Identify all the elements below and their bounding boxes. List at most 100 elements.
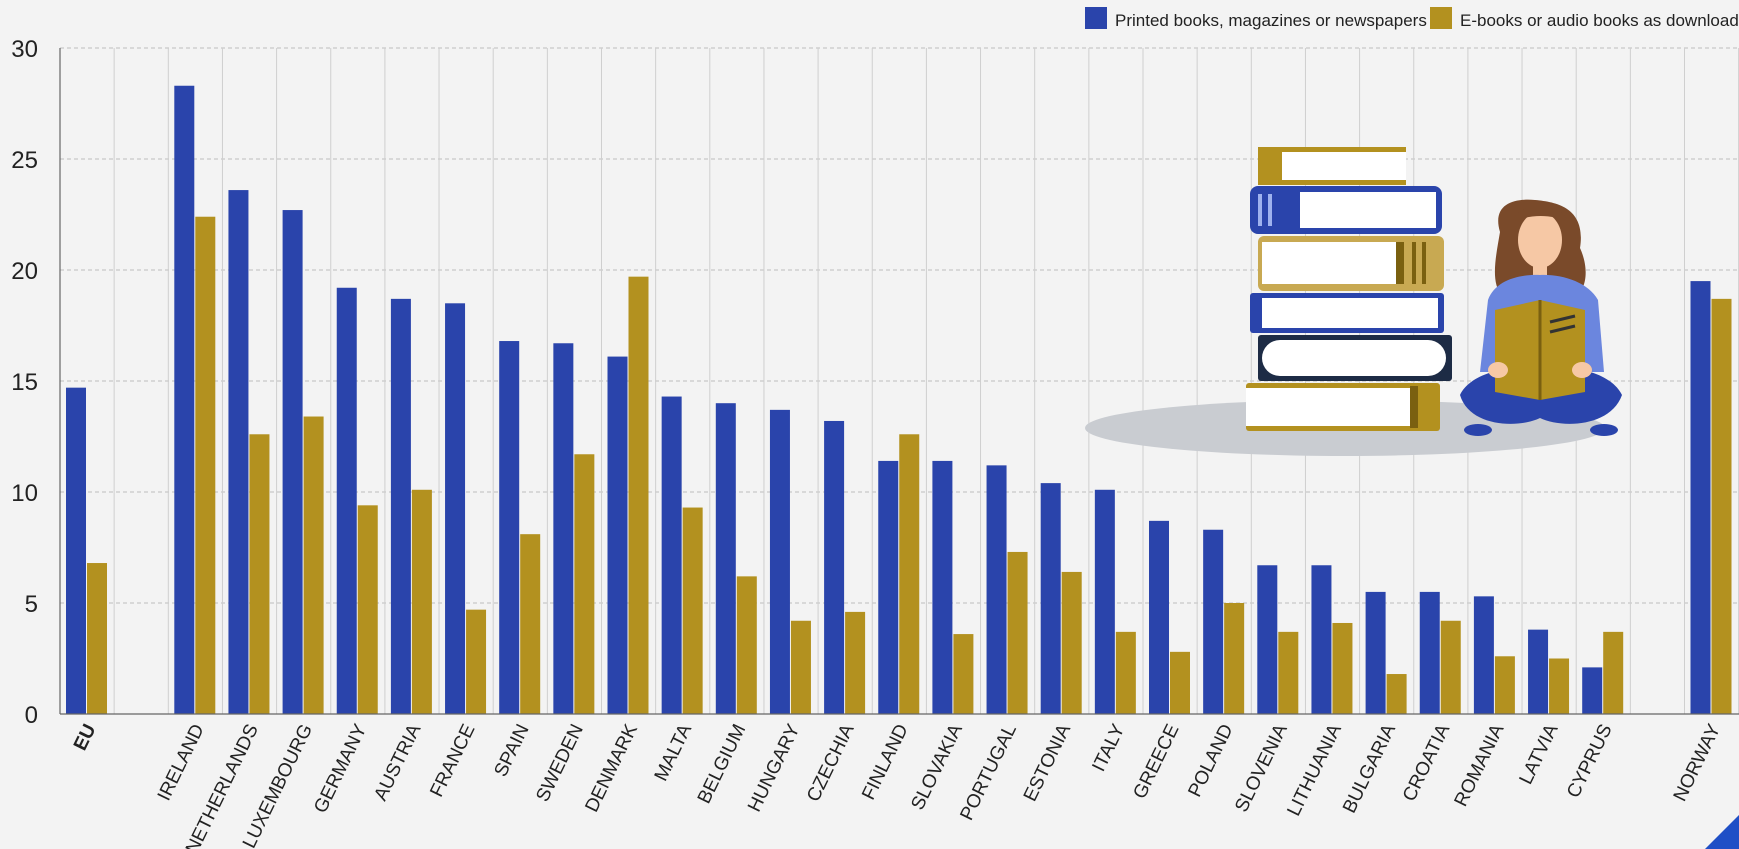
bar-ebooks-finland (899, 434, 920, 714)
bar-printed-sweden (553, 343, 574, 714)
bar-printed-romania (1473, 596, 1494, 714)
bar-printed-hungary (769, 409, 790, 714)
y-tick-label: 30 (11, 36, 38, 63)
bar-printed-eu (66, 387, 86, 714)
x-tick-label-austria: AUSTRIA (370, 721, 425, 805)
x-tick-label-bulgaria: BULGARIA (1339, 721, 1400, 817)
bar-ebooks-estonia (1061, 571, 1082, 714)
bar-ebooks-denmark (628, 276, 649, 714)
bar-printed-luxembourg (282, 210, 303, 714)
x-tick-label-sweden: SWEDEN (532, 721, 587, 805)
bars-layer (66, 85, 1732, 715)
x-tick-label-italy: ITALY (1089, 721, 1130, 775)
bar-printed-france (445, 303, 466, 714)
bar-printed-germany (336, 287, 357, 714)
bar-printed-austria (390, 298, 411, 714)
x-tick-label-portugal: PORTUGAL (956, 721, 1021, 824)
y-tick-label: 0 (25, 702, 38, 729)
bar-ebooks-slovakia (953, 634, 974, 714)
bar-printed-croatia (1419, 591, 1440, 714)
y-tick-label: 5 (25, 591, 38, 618)
bar-printed-spain (499, 341, 520, 714)
y-tick-label: 10 (11, 480, 38, 507)
x-tick-label-lithuania: LITHUANIA (1284, 721, 1347, 820)
bar-printed-norway (1690, 281, 1711, 714)
legend: Printed books, magazines or newspapers E… (1085, 7, 1739, 30)
woman-reading-with-book-stack-illustration (1085, 147, 1622, 456)
bar-printed-lithuania (1311, 565, 1332, 714)
bar-printed-slovenia (1257, 565, 1278, 714)
bar-ebooks-italy (1115, 631, 1136, 714)
x-tick-label-romania: ROMANIA (1451, 721, 1509, 810)
bar-ebooks-romania (1494, 656, 1515, 714)
y-tick-label: 15 (11, 369, 38, 396)
bar-ebooks-spain (520, 534, 541, 714)
bar-printed-finland (878, 460, 899, 714)
legend-item-ebooks: E-books or audio books as downloads (1430, 7, 1739, 30)
bar-printed-poland (1203, 529, 1224, 714)
bar-printed-belgium (715, 403, 736, 714)
bar-ebooks-austria (411, 489, 432, 714)
bar-printed-slovakia (932, 460, 953, 714)
bar-ebooks-slovenia (1278, 631, 1299, 714)
x-tick-label-hungary: HUNGARY (744, 721, 805, 816)
bar-printed-czechia (824, 420, 845, 714)
bar-ebooks-luxembourg (303, 416, 324, 714)
x-tick-label-slovenia: SLOVENIA (1231, 721, 1292, 816)
x-tick-label-ireland: IRELAND (154, 721, 209, 804)
legend-item-printed: Printed books, magazines or newspapers (1085, 7, 1427, 30)
bar-ebooks-cyprus (1603, 631, 1624, 714)
x-tick-label-norway: NORWAY (1670, 721, 1725, 805)
x-tick-label-malta: MALTA (651, 721, 697, 785)
bar-printed-denmark (607, 356, 628, 714)
bar-ebooks-croatia (1440, 620, 1461, 714)
x-tick-label-france: FRANCE (426, 721, 479, 800)
book-stack-icon (1246, 147, 1452, 431)
bar-ebooks-hungary (790, 620, 811, 714)
corner-accent (1705, 815, 1739, 849)
legend-swatch-printed (1085, 7, 1107, 29)
x-tick-label-poland: POLAND (1185, 721, 1238, 800)
bar-printed-portugal (986, 465, 1007, 714)
bar-printed-italy (1094, 489, 1115, 714)
y-tick-label: 25 (11, 147, 38, 174)
bar-ebooks-portugal (1007, 551, 1028, 714)
x-tick-label-greece: GREECE (1129, 721, 1183, 802)
x-tick-label-belgium: BELGIUM (694, 721, 750, 807)
bar-ebooks-eu (87, 563, 107, 714)
x-tick-label-germany: GERMANY (310, 721, 371, 817)
bar-printed-ireland (174, 85, 195, 715)
legend-label-ebooks: E-books or audio books as downloads (1460, 11, 1739, 30)
x-tick-label-latvia: LATVIA (1516, 721, 1563, 788)
x-tick-label-eu: EU (70, 721, 100, 754)
x-tick-label-estonia: ESTONIA (1020, 721, 1075, 805)
legend-swatch-ebooks (1430, 7, 1452, 29)
bar-ebooks-germany (357, 505, 378, 714)
bar-printed-netherlands (228, 190, 249, 714)
bar-ebooks-netherlands (249, 434, 270, 714)
bar-ebooks-france (466, 609, 487, 714)
bar-ebooks-sweden (574, 454, 595, 714)
x-tick-label-croatia: CROATIA (1399, 721, 1454, 805)
axis-layer: 0 5 10 15 20 25 30 (11, 36, 1739, 729)
bar-ebooks-ireland (195, 216, 216, 714)
bar-ebooks-bulgaria (1386, 674, 1407, 714)
y-tick-label: 20 (11, 258, 38, 285)
x-tick-label-spain: SPAIN (490, 721, 533, 780)
bar-printed-bulgaria (1365, 591, 1386, 714)
bar-printed-latvia (1528, 629, 1549, 714)
bar-ebooks-belgium (736, 576, 757, 714)
x-tick-label-cyprus: CYPRUS (1563, 721, 1617, 801)
x-tick-label-slovakia: SLOVAKIA (907, 721, 967, 814)
bar-ebooks-malta (682, 507, 703, 714)
bar-printed-estonia (1040, 483, 1061, 714)
bar-printed-malta (661, 396, 682, 714)
x-tick-label-finland: FINLAND (858, 721, 913, 803)
bar-ebooks-czechia (845, 611, 866, 714)
bar-printed-cyprus (1582, 667, 1603, 714)
legend-label-printed: Printed books, magazines or newspapers (1115, 11, 1427, 30)
x-tick-label-denmark: DENMARK (581, 721, 642, 816)
